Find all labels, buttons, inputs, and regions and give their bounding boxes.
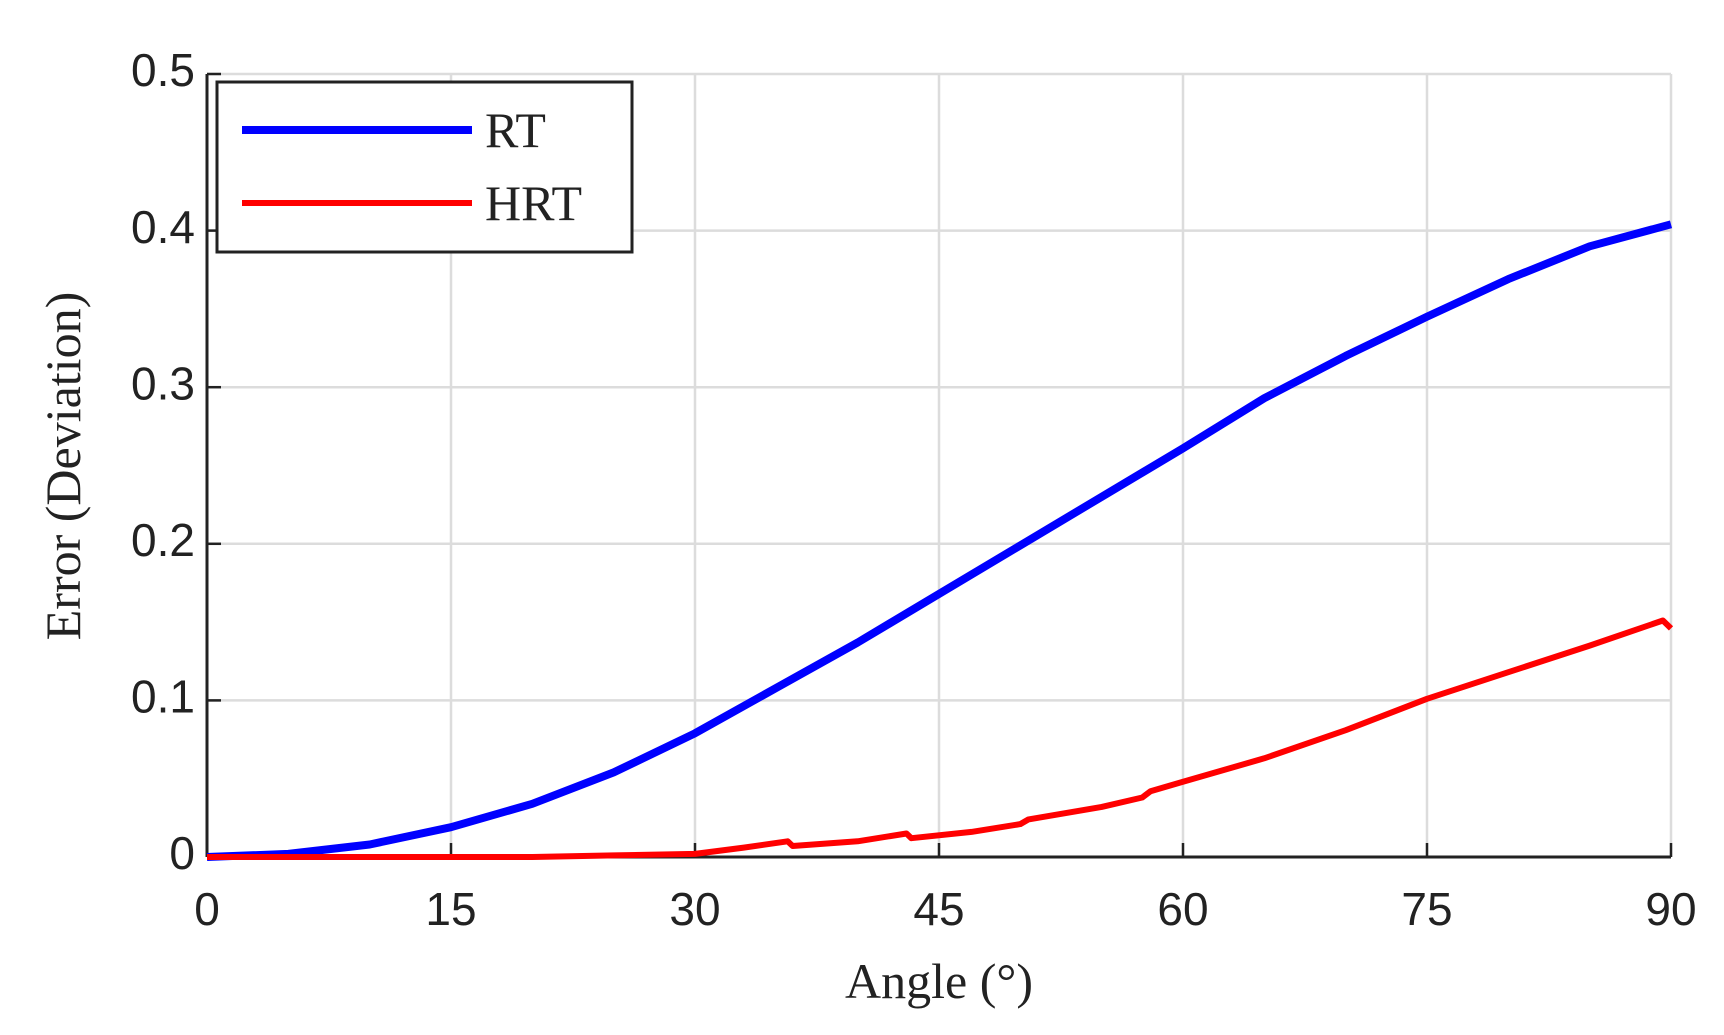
x-axis-label: Angle (°) <box>845 953 1033 1009</box>
y-tick-label: 0.1 <box>131 671 195 723</box>
x-tick-label: 90 <box>1645 883 1696 935</box>
x-tick-label: 15 <box>425 883 476 935</box>
x-tick-label: 45 <box>913 883 964 935</box>
y-tick-label: 0.2 <box>131 514 195 566</box>
line <box>206 220 1673 861</box>
legend-label: HRT <box>485 175 582 231</box>
legend-label: RT <box>485 102 546 158</box>
x-tick-label: 30 <box>669 883 720 935</box>
line <box>207 617 1674 860</box>
y-axis-label: Error (Deviation) <box>35 292 91 640</box>
y-tick-label: 0.5 <box>131 44 195 96</box>
x-tick-label: 60 <box>1157 883 1208 935</box>
x-tick-label: 0 <box>194 883 220 935</box>
x-tick-label: 75 <box>1401 883 1452 935</box>
y-tick-label: 0 <box>169 827 195 879</box>
legend-box <box>215 80 634 254</box>
y-tick-label: 0.4 <box>131 201 195 253</box>
y-tick-label: 0.3 <box>131 357 195 409</box>
